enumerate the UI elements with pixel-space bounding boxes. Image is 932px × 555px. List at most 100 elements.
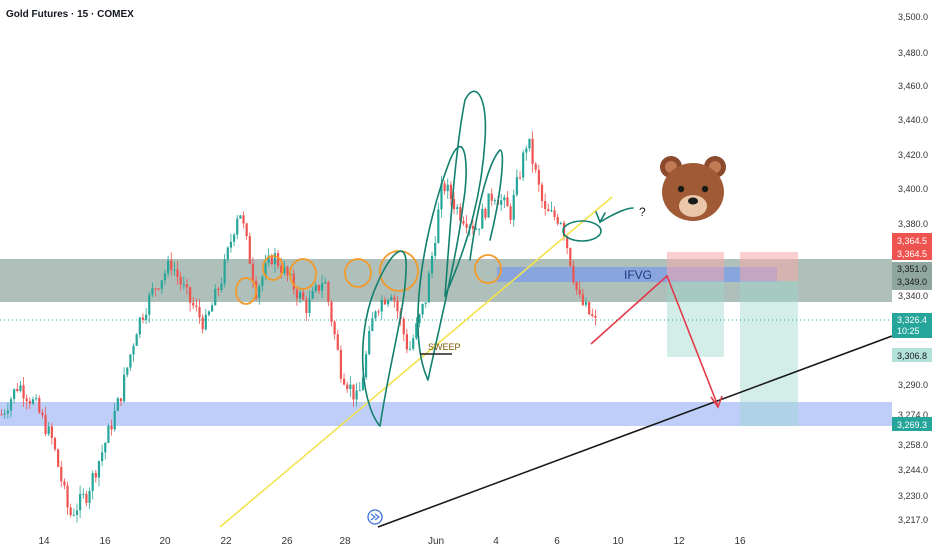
projection-arrow[interactable] (590, 274, 719, 407)
replay-icon[interactable] (367, 509, 383, 525)
bear-candle (22, 385, 25, 399)
bear-candle (53, 437, 57, 450)
orange-circle-marker (262, 255, 284, 281)
short-position-target-box[interactable] (667, 281, 724, 357)
yellow-trendline[interactable] (219, 196, 613, 528)
bull-candle (298, 292, 302, 299)
bear-candle (591, 314, 594, 316)
bear-candle (594, 315, 597, 318)
bear-candle (110, 425, 113, 430)
bull-candle (113, 410, 116, 430)
bear-candle (248, 236, 251, 264)
bear-candle (330, 301, 333, 322)
y-tick-label: 3,400.0 (898, 184, 928, 194)
bear-candle (339, 349, 343, 379)
bear-candle (50, 426, 53, 438)
bear-face-icon (660, 156, 726, 221)
x-tick-label: 14 (38, 536, 50, 547)
bull-candle (314, 284, 317, 291)
bear-candle (490, 193, 493, 201)
bull-candle (123, 374, 126, 402)
bear-candle (192, 302, 195, 306)
bear-candle (352, 384, 355, 400)
black-trendline[interactable] (377, 335, 893, 528)
bear-candle (16, 389, 19, 392)
bull-candle (368, 330, 371, 355)
x-tick-label: 4 (493, 536, 499, 547)
bull-candle (258, 285, 261, 299)
bear-candle (588, 302, 591, 315)
support-zone (0, 402, 892, 426)
bull-candle (3, 413, 6, 415)
orange-circles (235, 250, 502, 305)
bear-candle (562, 222, 566, 237)
short-position-stop-box[interactable] (667, 252, 724, 281)
bull-candle (481, 209, 484, 229)
bear-candle (157, 288, 160, 290)
bull-candle (75, 510, 79, 515)
x-tick-label: 20 (159, 536, 171, 547)
bear-candle (170, 260, 173, 270)
sell-price-tag-label: 3,364.5 (897, 249, 927, 259)
short-position-stop-box[interactable] (740, 252, 798, 281)
bull-candle (167, 260, 170, 274)
bull-candle (138, 317, 141, 335)
sell-price-tag-label: 3,364.5 (897, 236, 927, 246)
bull-candle (478, 228, 481, 230)
price-labels: 3,364.5 3,364.5 3,351.0 3,349.0 3,326.4 … (892, 233, 932, 431)
bear-candle (317, 284, 321, 291)
orange-circle-marker (289, 258, 317, 290)
bull-candle (273, 253, 277, 265)
bear-candle (484, 209, 487, 218)
bull-candle (151, 288, 154, 295)
bull-candle (145, 314, 148, 320)
bull-candle (283, 266, 286, 274)
bull-candle (446, 184, 449, 192)
bull-candle (13, 389, 16, 400)
bull-candle (374, 311, 377, 319)
bear-candle (383, 299, 387, 305)
green-hand-drawn-sketch (361, 90, 634, 427)
bear-candle (346, 384, 349, 390)
bear-candle (333, 321, 336, 335)
bull-candle (229, 241, 233, 248)
bear-candle (402, 318, 405, 335)
x-tick-label: Jun (428, 536, 444, 547)
x-axis: 14 16 20 22 26 28 Jun 4 6 10 12 16 (38, 536, 746, 547)
bear-candle (509, 206, 512, 220)
bull-candle (107, 425, 110, 443)
y-tick-label: 3,500.0 (898, 12, 928, 22)
sketch-loop (361, 250, 407, 427)
bear-candle (575, 282, 578, 290)
y-tick-label: 3,274.0 (898, 410, 928, 420)
bear-candle (60, 466, 63, 482)
bull-candle (31, 399, 35, 404)
y-tick-label: 3,230.0 (898, 491, 928, 501)
bull-candle (226, 247, 229, 260)
bull-candle (6, 410, 9, 414)
short-position-target-box[interactable] (740, 281, 798, 426)
bear-candle (377, 311, 380, 313)
bear-candle (69, 507, 72, 516)
sell-price-tag (892, 247, 932, 260)
bull-candle (440, 183, 443, 210)
sell-price-tag (892, 233, 932, 247)
bear-candle (41, 412, 44, 416)
bull-candle (512, 194, 515, 220)
bull-candle (104, 442, 107, 453)
bear-candle (336, 334, 339, 350)
bear-candle (566, 236, 569, 249)
y-tick-label: 3,420.0 (898, 150, 928, 160)
bull-candle (173, 269, 176, 271)
bull-candle (9, 399, 13, 411)
bull-candle (515, 177, 518, 195)
y-tick-label: 3,340.0 (898, 291, 928, 301)
bull-candle (456, 207, 459, 210)
bear-candle (405, 334, 409, 350)
bear-candle (572, 265, 575, 283)
bull-candle (500, 200, 503, 205)
bull-candle (415, 323, 418, 339)
arrow-head-icon (710, 395, 723, 409)
